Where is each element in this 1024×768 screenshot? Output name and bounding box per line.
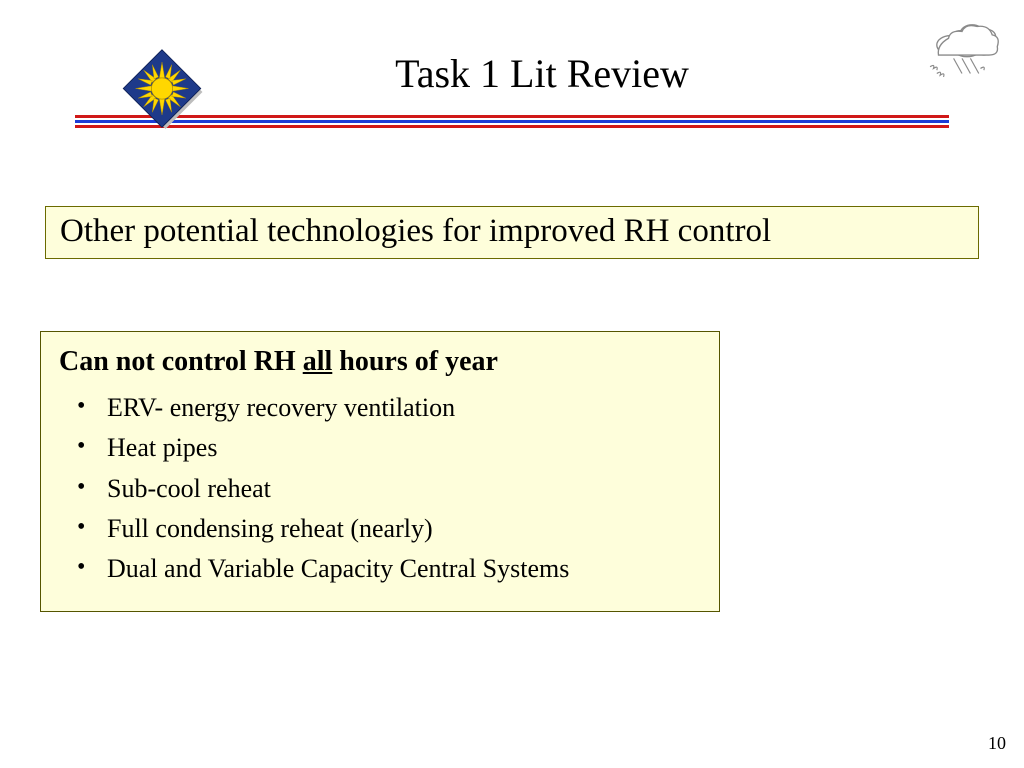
heading-post: hours of year xyxy=(332,346,498,377)
sun-badge-icon xyxy=(118,48,206,136)
subtitle-box: Other potential technologies for improve… xyxy=(45,206,979,259)
list-item: Full condensing reheat (nearly) xyxy=(77,509,701,549)
heading-pre: Can not control RH xyxy=(59,346,303,377)
content-box: Can not control RH all hours of year ERV… xyxy=(40,331,720,612)
slide-header: Task 1 Lit Review xyxy=(0,0,1024,128)
content-heading: Can not control RH all hours of year xyxy=(59,346,701,378)
heading-underlined: all xyxy=(303,346,333,377)
list-item: Dual and Variable Capacity Central Syste… xyxy=(77,549,701,589)
header-stripes xyxy=(75,115,949,128)
page-number: 10 xyxy=(988,733,1006,754)
stripe-red-bottom xyxy=(75,125,949,128)
list-item: Heat pipes xyxy=(77,428,701,468)
subtitle-text: Other potential technologies for improve… xyxy=(60,213,771,249)
bullet-list: ERV- energy recovery ventilation Heat pi… xyxy=(59,388,701,589)
list-item: ERV- energy recovery ventilation xyxy=(77,388,701,428)
list-item: Sub-cool reheat xyxy=(77,469,701,509)
cloud-weather-icon xyxy=(920,18,1004,82)
